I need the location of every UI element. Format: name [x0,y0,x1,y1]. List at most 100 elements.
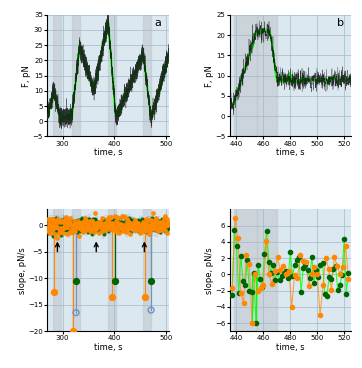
Point [125,221,131,227]
Point [113,278,118,284]
Point [312,264,317,270]
Point [54,219,59,224]
Point [79,217,84,223]
Point [52,231,58,237]
Point [246,261,252,266]
Point [142,224,148,230]
Point [157,225,163,231]
Point [158,222,164,228]
Point [317,312,323,318]
Point [86,229,92,234]
Point [88,218,94,224]
Point [161,222,167,228]
Point [50,221,56,227]
Point [57,218,63,224]
Point [51,220,57,226]
Point [49,224,55,230]
Point [57,222,63,227]
Point [122,226,128,231]
Point [143,222,149,227]
Point [160,222,165,228]
Point [115,225,121,231]
Point [133,222,139,227]
Point [130,222,135,228]
Point [60,219,66,225]
Point [92,210,98,216]
Point [99,221,105,227]
Point [153,219,159,225]
Point [148,220,154,226]
Point [78,223,84,229]
Point [86,216,92,222]
Point [160,224,166,230]
Point [279,273,285,279]
Point [52,230,58,236]
Point [89,225,94,231]
Point [65,220,71,226]
Point [111,222,117,227]
Point [106,221,112,227]
Point [158,222,164,228]
Point [148,226,154,231]
Point [53,218,59,224]
Point [54,224,59,230]
Point [62,227,68,233]
Point [156,228,161,234]
Point [83,227,89,233]
Point [98,227,104,233]
Point [261,282,266,288]
Point [90,223,96,229]
Point [88,225,93,231]
Point [54,224,60,230]
Point [156,224,162,230]
Point [107,220,113,226]
Point [60,227,66,233]
Point [93,227,99,233]
Point [69,228,75,234]
Point [114,225,119,231]
Point [103,217,109,223]
Point [105,220,111,226]
Point [104,227,110,233]
Point [76,220,81,226]
Point [134,226,139,231]
Point [78,223,84,229]
Point [126,219,132,224]
Point [102,221,108,227]
Point [126,223,132,229]
Point [46,222,51,228]
Point [79,223,85,229]
Point [53,225,59,231]
Point [91,218,97,224]
Point [123,222,129,228]
Point [55,221,60,227]
Point [88,222,94,228]
Point [119,223,125,229]
Point [139,218,145,224]
Point [80,224,86,230]
Point [110,226,116,232]
Point [94,222,100,227]
Point [260,284,265,290]
Point [101,223,106,229]
Point [164,228,170,234]
Point [151,224,156,230]
Point [97,221,102,227]
Point [91,222,97,227]
Point [57,218,63,224]
Point [110,221,116,227]
Point [145,220,151,226]
Point [59,222,65,228]
Point [255,262,261,268]
Point [108,223,114,229]
Point [90,220,96,226]
Point [105,222,110,228]
Point [102,224,108,230]
Point [82,222,88,228]
Point [81,216,87,222]
Point [62,223,68,229]
Point [97,221,102,227]
Point [142,222,147,228]
Point [112,218,118,224]
Point [45,228,50,234]
